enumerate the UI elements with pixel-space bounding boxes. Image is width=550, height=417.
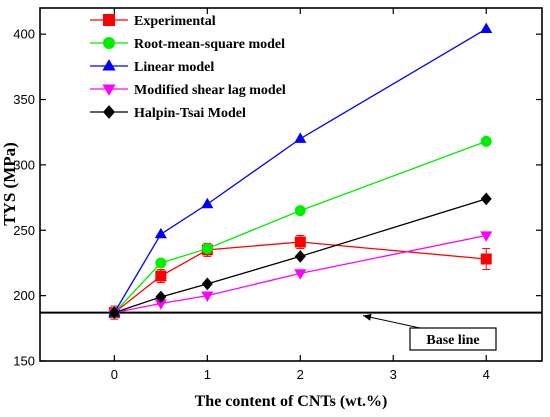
baseline: Base line	[40, 311, 542, 351]
plot-frame	[39, 7, 543, 362]
y-tick-label: 150	[13, 354, 35, 369]
data-point	[480, 253, 492, 265]
data-point	[480, 231, 493, 242]
x-tick-label: 1	[204, 367, 211, 382]
legend-item: Experimental	[90, 14, 216, 29]
data-point	[294, 269, 307, 280]
x-tick-label: 0	[111, 367, 118, 382]
legend: Experimental Root-mean-square model Linear…	[90, 14, 286, 121]
data-point	[154, 299, 167, 310]
x-tick-label: 4	[483, 367, 490, 382]
data-point	[154, 227, 167, 239]
y-tick-label: 350	[13, 92, 35, 107]
data-point	[155, 257, 167, 269]
series-group	[108, 22, 493, 320]
y-axis-title: TYS (MPa)	[0, 142, 19, 226]
data-point	[480, 135, 492, 147]
data-point	[155, 270, 167, 282]
data-point	[294, 205, 306, 217]
legend-label: Halpin-Tsai Model	[134, 106, 246, 121]
baseline-annotation-label: Base line	[426, 333, 479, 348]
legend-label: Experimental	[134, 14, 216, 29]
data-point	[294, 236, 306, 248]
legend-marker	[103, 37, 115, 49]
data-point	[480, 22, 493, 34]
data-point	[294, 132, 307, 143]
x-axis-title: The content of CNTs (wt.%)	[195, 393, 388, 410]
data-point	[480, 192, 492, 206]
y-tick-label: 250	[13, 223, 35, 238]
data-point	[201, 243, 213, 255]
legend-item: Halpin-Tsai Model	[90, 105, 246, 121]
legend-item: Linear model	[90, 59, 214, 75]
data-point	[294, 250, 306, 263]
legend-label: Modified shear lag model	[134, 83, 286, 98]
series-1	[108, 135, 492, 319]
axis-ticks: 0 1 2 3 4 150 200 250 300 350 400	[13, 8, 542, 382]
data-point	[108, 306, 120, 319]
data-point	[201, 277, 213, 291]
series-4	[108, 192, 492, 319]
data-point	[155, 290, 167, 304]
legend-label: Root-mean-square model	[134, 37, 285, 52]
data-point	[201, 197, 214, 209]
legend-marker	[102, 84, 116, 96]
legend-marker	[103, 14, 115, 26]
y-tick-label: 300	[13, 157, 35, 172]
x-tick-label: 2	[297, 367, 304, 382]
legend-marker	[102, 59, 116, 71]
baseline-annotation-arrowhead	[363, 313, 372, 321]
data-point	[201, 291, 214, 302]
legend-item: Modified shear lag model	[90, 83, 286, 98]
baseline-annotation-arrow	[362, 315, 421, 329]
legend-marker	[103, 105, 115, 119]
y-tick-label: 400	[13, 27, 35, 42]
baseline-annotation-box	[409, 327, 497, 351]
series-line	[113, 140, 487, 314]
legend-label: Linear model	[134, 60, 214, 75]
x-tick-label: 3	[390, 367, 397, 382]
legend-item: Root-mean-square model	[90, 37, 285, 52]
y-tick-label: 200	[13, 288, 35, 303]
